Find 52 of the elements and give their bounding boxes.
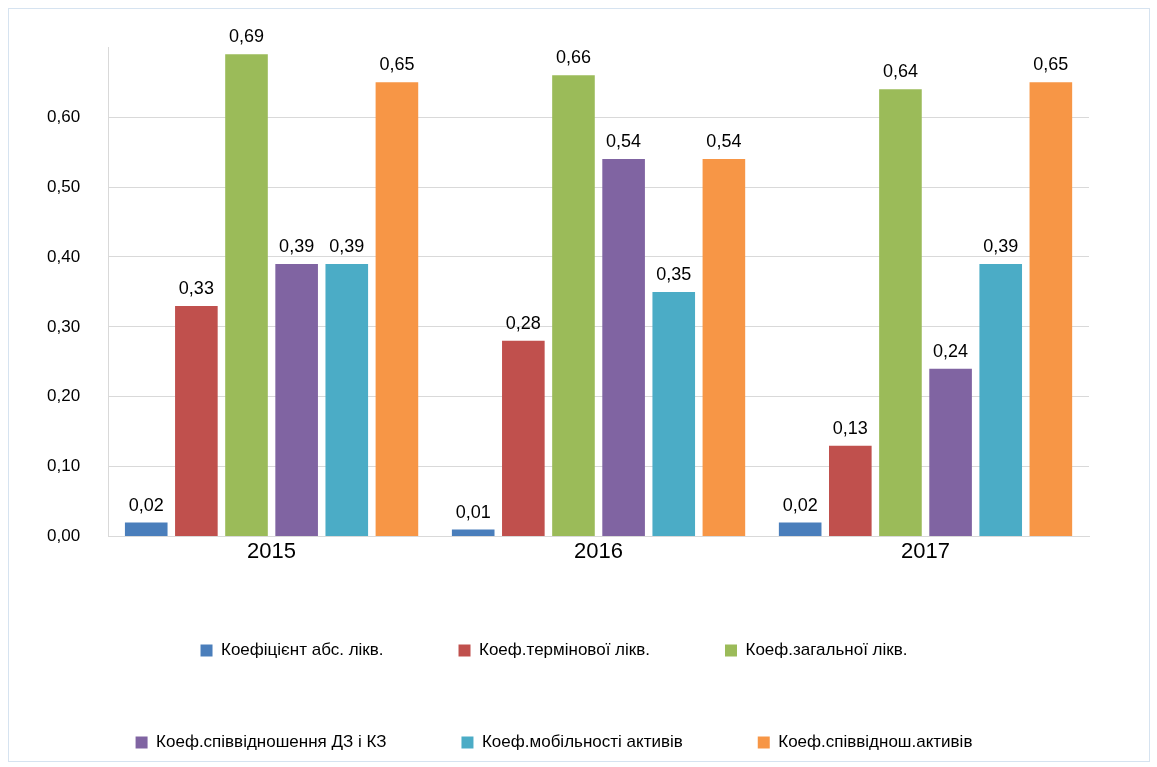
bar [325,263,369,537]
x-tick-label: 2017 [901,537,950,563]
y-tick-label: 0,40 [46,246,81,266]
legend-label: Коефіцієнт абс. лікв. [221,640,384,660]
bar [552,75,595,537]
bar [979,263,1023,537]
data-label: 0,64 [882,61,918,82]
legend-label: Коеф.співвідношення ДЗ і КЗ [156,732,387,752]
data-label: 0,28 [505,312,541,333]
bar [879,89,922,537]
y-tick-label: 0,20 [46,386,81,406]
data-label: 0,65 [1033,54,1069,75]
legend-label: Коеф.мобільності активів [481,732,683,752]
y-tick-label: 0,10 [46,456,81,476]
y-tick-label: 0,60 [46,106,81,126]
data-label: 0,65 [379,54,415,75]
data-label: 0,01 [455,501,491,522]
x-tick-label: 2016 [574,537,624,563]
data-label: 0,24 [933,340,969,361]
bar [124,522,168,537]
data-label: 0,39 [329,235,365,256]
bar [778,522,822,537]
bar [375,82,419,537]
x-tick-label: 2015 [247,537,297,563]
legend-label: Коеф.термінової лікв. [479,640,650,660]
bar [225,54,268,537]
data-label: 0,66 [555,47,591,68]
data-label: 0,35 [656,263,692,284]
data-label: 0,13 [832,417,868,438]
y-tick-label: 0,50 [46,176,81,196]
data-label: 0,69 [228,26,265,47]
data-label: 0,39 [279,235,315,256]
bar [1029,82,1073,537]
data-label: 0,33 [178,277,214,298]
data-label: 0,54 [706,131,742,152]
y-tick-label: 0,00 [46,526,81,546]
bar [602,159,645,537]
data-label: 0,39 [983,235,1019,256]
data-label: 0,02 [128,494,164,515]
data-label: 0,54 [606,131,642,152]
data-label: 0,02 [782,494,818,515]
y-tick-label: 0,30 [46,316,81,336]
bar [502,340,545,537]
bar [652,291,696,537]
legend-label: Коеф.загальної лікв. [745,640,908,660]
bar [929,368,972,537]
bar [175,305,218,537]
bar [275,263,318,537]
legend-label: Коеф.співвіднош.активів [778,732,973,752]
bar [829,445,872,537]
bar [451,529,495,537]
bar [702,159,746,537]
